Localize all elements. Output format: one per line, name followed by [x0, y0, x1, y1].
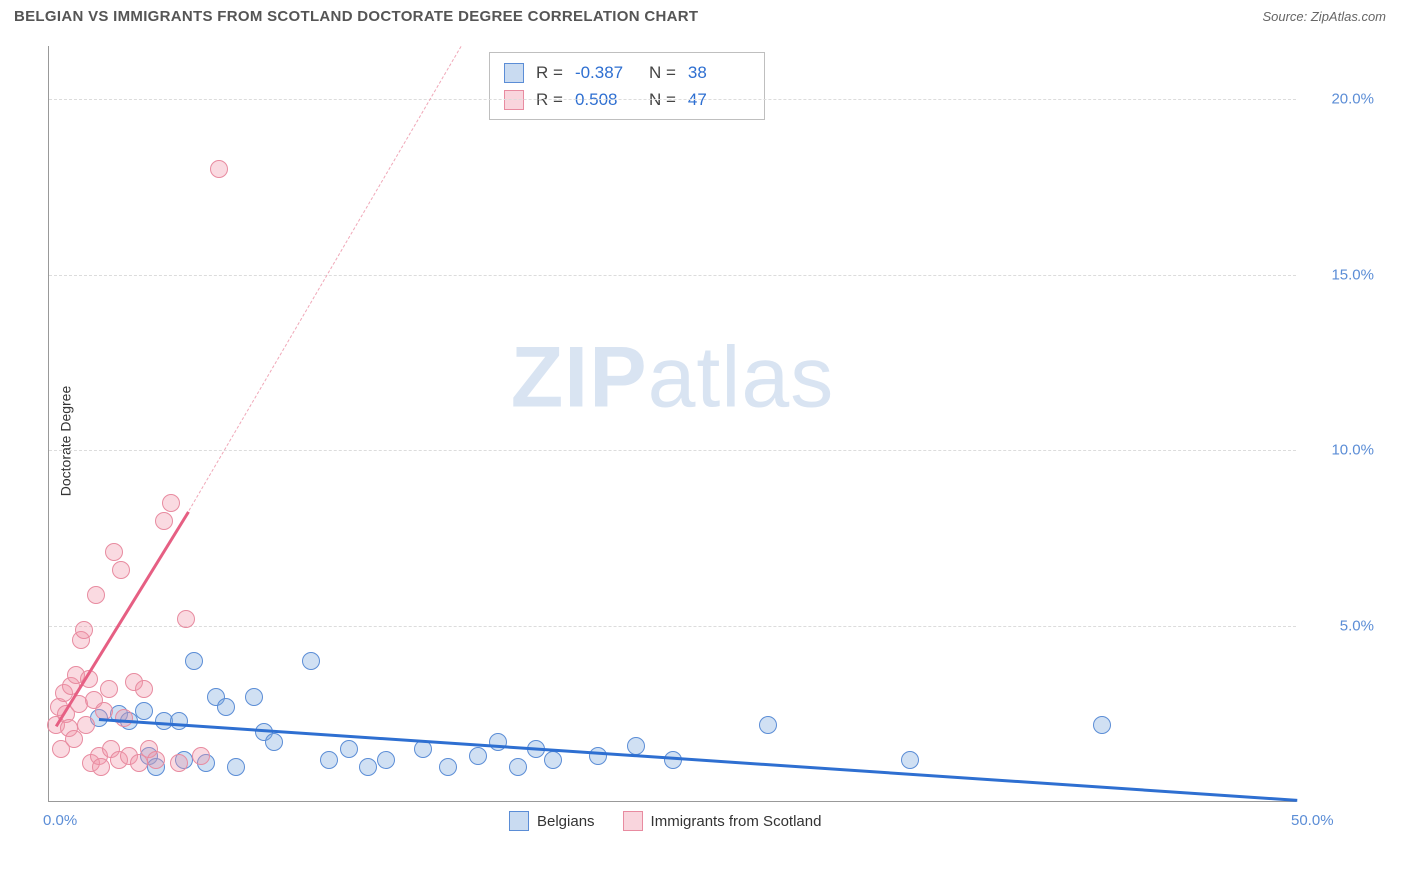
scatter-point: [77, 716, 95, 734]
scatter-point: [469, 747, 487, 765]
r-label: R =: [536, 86, 563, 113]
scatter-point: [170, 754, 188, 772]
swatch-pink-icon: [504, 90, 524, 110]
swatch-blue-icon: [509, 811, 529, 831]
stats-box: R = -0.387 N = 38 R = 0.508 N = 47: [489, 52, 765, 120]
chart-title: BELGIAN VS IMMIGRANTS FROM SCOTLAND DOCT…: [14, 8, 698, 25]
scatter-point: [414, 740, 432, 758]
scatter-point: [105, 543, 123, 561]
y-tick-label: 15.0%: [1304, 266, 1374, 283]
scatter-point: [627, 737, 645, 755]
scatter-point: [92, 758, 110, 776]
scatter-point: [489, 733, 507, 751]
plot-area: ZIPatlas R = -0.387 N = 38 R = 0.508 N =…: [48, 46, 1296, 802]
r-value: 0.508: [575, 86, 637, 113]
scatter-point: [544, 751, 562, 769]
gridline: [49, 99, 1296, 100]
bottom-legend: Belgians Immigrants from Scotland: [509, 811, 821, 831]
scatter-point: [217, 698, 235, 716]
scatter-point: [377, 751, 395, 769]
scatter-point: [227, 758, 245, 776]
scatter-point: [100, 680, 118, 698]
y-tick-label: 10.0%: [1304, 442, 1374, 459]
stats-row: R = -0.387 N = 38: [504, 59, 750, 86]
n-label: N =: [649, 59, 676, 86]
scatter-point: [245, 688, 263, 706]
scatter-point: [95, 702, 113, 720]
trendline: [99, 718, 1297, 801]
scatter-point: [439, 758, 457, 776]
watermark: ZIPatlas: [511, 329, 834, 428]
r-label: R =: [536, 59, 563, 86]
scatter-point: [589, 747, 607, 765]
n-value: 47: [688, 86, 750, 113]
gridline: [49, 626, 1296, 627]
scatter-point: [185, 652, 203, 670]
watermark-atlas: atlas: [648, 330, 835, 426]
scatter-point: [177, 610, 195, 628]
scatter-point: [112, 561, 130, 579]
scatter-point: [75, 621, 93, 639]
scatter-point: [135, 702, 153, 720]
header: BELGIAN VS IMMIGRANTS FROM SCOTLAND DOCT…: [0, 0, 1406, 29]
chart-container: Doctorate Degree ZIPatlas R = -0.387 N =…: [48, 46, 1388, 836]
legend-label: Belgians: [537, 813, 595, 830]
swatch-blue-icon: [504, 63, 524, 83]
source-label: Source: ZipAtlas.com: [1262, 9, 1386, 24]
y-tick-label: 20.0%: [1304, 90, 1374, 107]
scatter-point: [320, 751, 338, 769]
gridline: [49, 450, 1296, 451]
scatter-point: [359, 758, 377, 776]
y-tick-label: 5.0%: [1304, 618, 1374, 635]
scatter-point: [65, 730, 83, 748]
legend-item: Belgians: [509, 811, 595, 831]
r-value: -0.387: [575, 59, 637, 86]
scatter-point: [265, 733, 283, 751]
scatter-point: [170, 712, 188, 730]
legend-label: Immigrants from Scotland: [651, 813, 822, 830]
scatter-point: [155, 512, 173, 530]
n-label: N =: [649, 86, 676, 113]
scatter-point: [210, 160, 228, 178]
stats-row: R = 0.508 N = 47: [504, 86, 750, 113]
n-value: 38: [688, 59, 750, 86]
x-tick-label: 50.0%: [1291, 812, 1334, 829]
legend-item: Immigrants from Scotland: [623, 811, 822, 831]
scatter-point: [147, 751, 165, 769]
scatter-point: [115, 709, 133, 727]
trendline: [55, 511, 189, 727]
swatch-pink-icon: [623, 811, 643, 831]
scatter-point: [901, 751, 919, 769]
scatter-point: [664, 751, 682, 769]
scatter-point: [509, 758, 527, 776]
scatter-point: [192, 747, 210, 765]
scatter-point: [340, 740, 358, 758]
scatter-point: [302, 652, 320, 670]
scatter-point: [87, 586, 105, 604]
watermark-zip: ZIP: [511, 330, 648, 426]
x-tick-label: 0.0%: [43, 812, 77, 829]
scatter-point: [1093, 716, 1111, 734]
scatter-point: [135, 680, 153, 698]
scatter-point: [759, 716, 777, 734]
trendline: [188, 46, 461, 511]
scatter-point: [162, 494, 180, 512]
gridline: [49, 275, 1296, 276]
